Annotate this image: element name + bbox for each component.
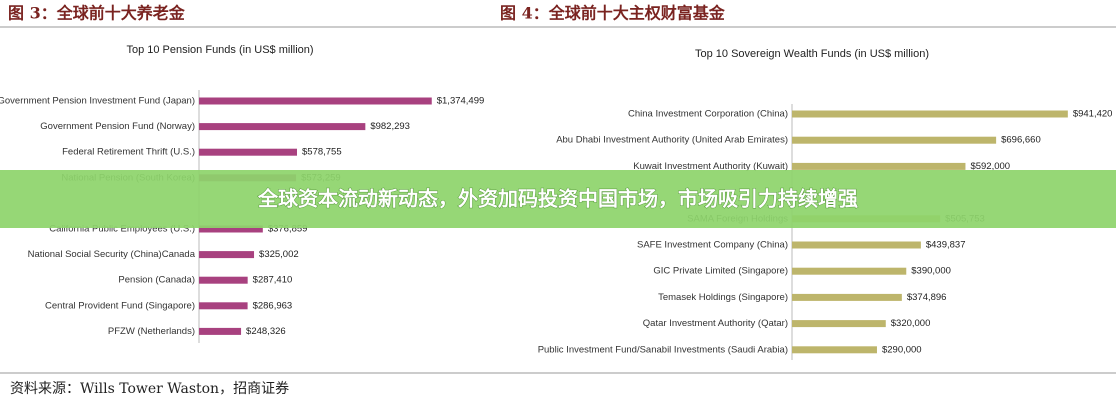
- category-label: California Public Employees (U.S.): [49, 224, 195, 235]
- bar: [792, 136, 997, 144]
- value-label: $390,000: [911, 266, 951, 277]
- bar: [199, 327, 242, 335]
- bar: [792, 267, 907, 275]
- chart-title: Top 10 Pension Funds (in US$ million): [126, 44, 313, 56]
- value-label: $374,896: [907, 292, 947, 303]
- bar: [199, 148, 298, 156]
- category-label: Abu Dhabi Investment Authority (United A…: [556, 135, 788, 146]
- category-label: PFZW (Netherlands): [108, 326, 195, 337]
- category-label: Kuwait Investment Authority (Kuwait): [633, 161, 788, 172]
- category-label: Temasek Holdings (Singapore): [658, 292, 788, 303]
- value-label: $286,963: [253, 300, 293, 311]
- bar: [792, 241, 921, 249]
- source: 资料来源：Wills Tower Waston，招商证券: [10, 381, 289, 397]
- figure-label: 图 3：全球前十大养老金: [8, 4, 186, 23]
- value-label: $287,410: [253, 275, 293, 286]
- value-label: $592,000: [970, 161, 1010, 172]
- value-label: $320,000: [891, 318, 931, 329]
- bar: [792, 110, 1068, 118]
- category-label: Pension (Canada): [118, 275, 195, 286]
- category-label: National Social Security (China)Canada: [28, 249, 196, 260]
- bar: [199, 276, 248, 284]
- category-label: GIC Private Limited (Singapore): [653, 266, 788, 277]
- figure-label: 图 4：全球前十大主权财富基金: [500, 4, 726, 23]
- value-label: $376,859: [268, 224, 308, 235]
- bar: [792, 320, 886, 328]
- category-label: Central Provident Fund (Singapore): [45, 300, 195, 311]
- value-label: $1,374,499: [437, 96, 485, 107]
- category-label: Public Investment Fund/Sanabil Investmen…: [538, 344, 788, 355]
- category-label: Federal Retirement Thrift (U.S.): [62, 147, 195, 158]
- value-label: $325,002: [259, 249, 299, 260]
- banner-text: 全球资本流动新动态，外资加码投资中国市场，市场吸引力持续增强: [257, 187, 858, 211]
- category-label: Government Pension Investment Fund (Japa…: [0, 96, 195, 107]
- bar: [199, 97, 432, 105]
- value-label: $578,755: [302, 147, 342, 158]
- category-label: SAFE Investment Company (China): [637, 240, 788, 251]
- value-label: $290,000: [882, 344, 922, 355]
- bar: [199, 225, 263, 233]
- bar: [199, 123, 366, 131]
- bar: [199, 302, 248, 310]
- bar: [792, 162, 966, 170]
- bar: [199, 251, 255, 259]
- banner-band: [0, 170, 1116, 228]
- bar: [792, 293, 902, 301]
- value-label: $941,420: [1073, 109, 1113, 120]
- category-label: China Investment Corporation (China): [628, 109, 788, 120]
- chart-title: Top 10 Sovereign Wealth Funds (in US$ mi…: [695, 48, 929, 60]
- category-label: Qatar Investment Authority (Qatar): [643, 318, 788, 329]
- bar: [792, 346, 877, 354]
- value-label: $696,660: [1001, 135, 1041, 146]
- category-label: Government Pension Fund (Norway): [40, 121, 195, 132]
- value-label: $982,293: [370, 121, 410, 132]
- value-label: $248,326: [246, 326, 286, 337]
- value-label: $439,837: [926, 240, 966, 251]
